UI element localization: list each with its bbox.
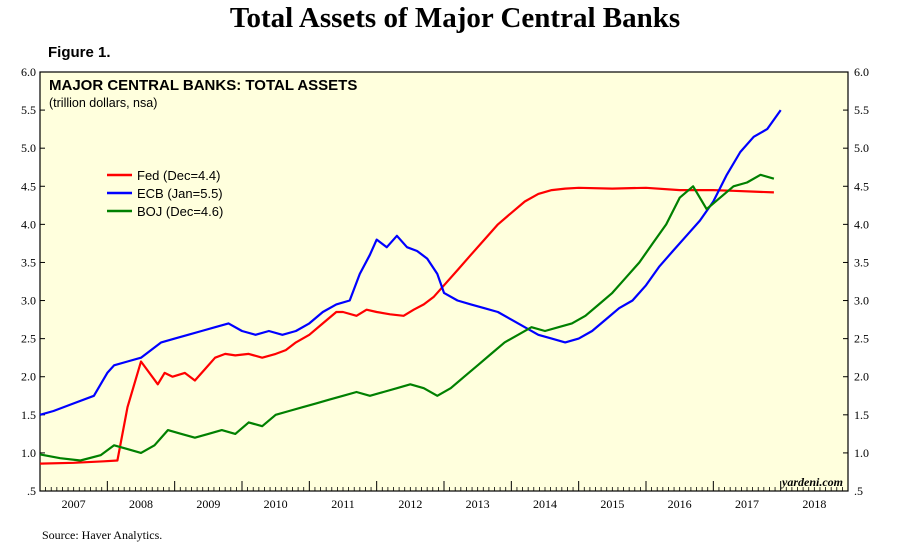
y-tick-label-right: 3.5 bbox=[854, 255, 869, 269]
y-tick-label-right: 5.5 bbox=[854, 103, 869, 117]
x-tick-label: 2017 bbox=[735, 497, 759, 511]
page-title: Total Assets of Major Central Banks bbox=[229, 2, 681, 34]
y-tick-label-right: 4.0 bbox=[854, 217, 869, 231]
y-tick-label-left: 5.0 bbox=[21, 141, 36, 155]
y-tick-label-right: 5.0 bbox=[854, 141, 869, 155]
source-note: Source: Haver Analytics. bbox=[42, 528, 163, 542]
x-tick-label: 2009 bbox=[196, 497, 220, 511]
y-tick-label-right: 2.0 bbox=[854, 370, 869, 384]
y-tick-label-right: 2.5 bbox=[854, 332, 869, 346]
y-tick-label-left: 3.0 bbox=[21, 294, 36, 308]
figure-label: Figure 1. bbox=[48, 44, 111, 61]
y-tick-label-left: 6.0 bbox=[21, 65, 36, 79]
x-tick-label: 2018 bbox=[802, 497, 826, 511]
series-line-boj bbox=[39, 173, 775, 462]
x-tick-label: 2010 bbox=[264, 497, 288, 511]
chart-title: MAJOR CENTRAL BANKS: TOTAL ASSETS bbox=[49, 77, 357, 94]
legend-label: ECB (Jan=5.5) bbox=[137, 186, 223, 201]
series-line-fed bbox=[39, 186, 774, 465]
legend-label: BOJ (Dec=4.6) bbox=[137, 204, 223, 219]
series-line-ecb bbox=[39, 109, 782, 416]
plot-area bbox=[39, 71, 849, 492]
x-tick-label: 2015 bbox=[600, 497, 624, 511]
y-tick-label-left: 1.0 bbox=[21, 446, 36, 460]
y-tick-label-right: 3.0 bbox=[854, 294, 869, 308]
x-tick-label: 2013 bbox=[466, 497, 490, 511]
y-tick-label-left: 5.5 bbox=[21, 103, 36, 117]
x-tick-label: 2011 bbox=[331, 497, 355, 511]
legend-label: Fed (Dec=4.4) bbox=[137, 168, 220, 183]
y-tick-label-left: 2.5 bbox=[21, 332, 36, 346]
y-tick-label-left: 4.5 bbox=[21, 179, 36, 193]
watermark: yardeni.com bbox=[780, 475, 843, 489]
y-tick-label-left: 3.5 bbox=[21, 255, 36, 269]
x-tick-label: 2007 bbox=[62, 497, 86, 511]
y-tick-label-left: 2.0 bbox=[21, 370, 36, 384]
y-tick-label-right: .5 bbox=[854, 484, 863, 498]
x-tick-label: 2014 bbox=[533, 497, 557, 511]
y-tick-label-right: 1.5 bbox=[854, 408, 869, 422]
y-tick-label-right: 4.5 bbox=[854, 179, 869, 193]
y-tick-label-left: 4.0 bbox=[21, 217, 36, 231]
y-tick-label-left: 1.5 bbox=[21, 408, 36, 422]
y-tick-label-right: 6.0 bbox=[854, 65, 869, 79]
chart-subtitle: (trillion dollars, nsa) bbox=[49, 96, 157, 110]
x-tick-label: 2008 bbox=[129, 497, 153, 511]
y-tick-label-left: .5 bbox=[27, 484, 36, 498]
x-tick-label: 2012 bbox=[398, 497, 422, 511]
x-tick-label: 2016 bbox=[668, 497, 692, 511]
y-tick-label-right: 1.0 bbox=[854, 446, 869, 460]
